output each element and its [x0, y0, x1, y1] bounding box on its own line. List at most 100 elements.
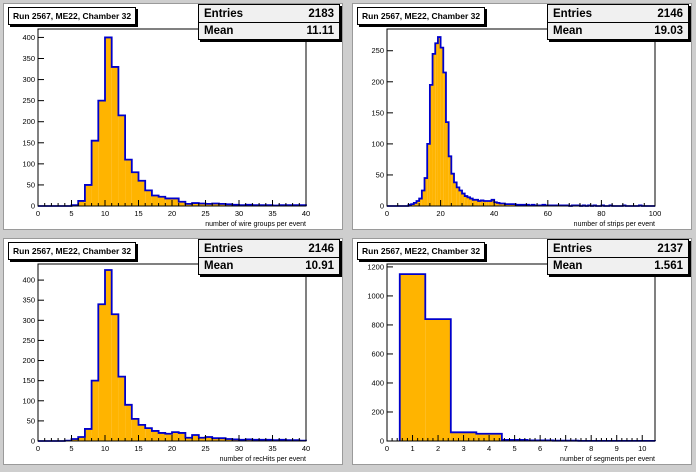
- histogram-bin: [416, 201, 420, 206]
- histogram-bin: [158, 432, 166, 441]
- y-tick-label: 100: [371, 139, 384, 148]
- histogram-bin: [84, 428, 92, 441]
- histogram-bin: [165, 433, 172, 441]
- x-axis-title: number of recHits per event: [220, 456, 306, 463]
- entries-label: Entries: [553, 8, 592, 20]
- y-tick-label: 300: [22, 75, 35, 84]
- histogram-bin: [118, 376, 126, 441]
- histogram-strips: 0 50 100 150 200 250 0 20 40 60 80 100 number of str…: [371, 28, 661, 228]
- x-tick-label: 7: [564, 444, 568, 453]
- histogram-bin: [111, 66, 119, 206]
- histogram-bin: [178, 432, 186, 441]
- x-tick-label: 60: [544, 209, 552, 218]
- plot-frame: [37, 263, 307, 442]
- histogram-bin: [165, 198, 172, 206]
- mean-value: 19.03: [654, 25, 683, 37]
- histogram-bin: [470, 198, 473, 206]
- bars: [71, 37, 306, 206]
- histogram-wire-groups: 0 50 100 150 200 250 300 350 400 0 5 10 15 20 25 30 35 40…: [22, 28, 310, 228]
- histogram-bin: [131, 418, 139, 441]
- x-tick-label: 0: [385, 209, 389, 218]
- x-tick-label: 15: [134, 209, 142, 218]
- histogram-pad-strips: 0 50 100 150 200 250 0 20 40 60 80 100 number of str…: [352, 3, 692, 230]
- x-tick-label: 30: [235, 444, 243, 453]
- y-tick-label: 200: [22, 117, 35, 126]
- plot-frame: [386, 28, 656, 207]
- histogram-pad-rechits: 0 50 100 150 200 250 300 350 400 0 5 10 15 20 25 30 35 40…: [3, 238, 343, 465]
- y-tick-label: 0: [31, 202, 35, 211]
- y-tick-label: 100: [22, 159, 35, 168]
- entries-label: Entries: [204, 243, 243, 255]
- x-tick-label: 40: [490, 209, 498, 218]
- mean-value: 10.91: [305, 260, 334, 272]
- histogram-bin: [464, 196, 468, 206]
- y-tick-label: 250: [22, 96, 35, 105]
- y-tick-label: 100: [22, 396, 35, 405]
- y-tick-label: 350: [22, 296, 35, 305]
- histogram-bin: [462, 193, 465, 206]
- x-tick-label: 0: [385, 444, 389, 453]
- pad-title: Run 2567, ME22, Chamber 32: [357, 7, 486, 25]
- histogram-bin: [424, 178, 428, 206]
- y-tick-label: 400: [22, 33, 35, 42]
- y-tick-label: 50: [27, 416, 35, 425]
- y-tick-label: 200: [371, 77, 384, 86]
- histogram-bin: [475, 199, 479, 206]
- histogram-bin: [494, 202, 497, 206]
- histogram-bin: [105, 270, 112, 441]
- histogram-bin: [443, 72, 446, 206]
- x-tick-label: 20: [436, 209, 444, 218]
- histogram-outline: [387, 36, 655, 207]
- histogram-bin: [138, 424, 146, 441]
- x-axis-title: number of strips per event: [574, 221, 655, 228]
- histogram-bin: [488, 201, 492, 206]
- x-tick-label: 4: [487, 444, 491, 453]
- histogram-bin: [198, 203, 206, 206]
- histogram-bin: [472, 199, 476, 206]
- histogram-bin: [432, 53, 436, 207]
- histogram-bin: [131, 172, 139, 206]
- histogram-bin: [218, 203, 226, 206]
- y-tick-label: 300: [22, 316, 35, 325]
- histogram-bin: [205, 203, 213, 206]
- histogram-bin: [491, 199, 495, 206]
- y-tick-label: 1000: [367, 291, 384, 300]
- histogram-bin: [502, 203, 505, 206]
- histogram-bin: [212, 438, 219, 441]
- histogram-bin: [178, 201, 186, 206]
- x-tick-label: 30: [235, 209, 243, 218]
- histogram-bin: [91, 140, 99, 206]
- histogram-bin: [212, 203, 219, 206]
- histogram-bin: [440, 47, 444, 207]
- histogram-bin: [459, 190, 463, 206]
- histogram-bin: [118, 115, 126, 206]
- stats-box: Entries 2137 Mean 1.561: [547, 239, 689, 275]
- x-tick-label: 25: [201, 444, 209, 453]
- entries-value: 2146: [308, 243, 334, 255]
- histogram-bin: [467, 197, 471, 206]
- histogram-bin: [192, 434, 199, 441]
- y-tick-label: 250: [371, 46, 384, 55]
- x-tick-label: 35: [268, 209, 276, 218]
- histogram-pad-wire-groups: 0 50 100 150 200 250 300 350 400 0 5 10 15 20 25 30 35 40…: [3, 3, 343, 230]
- histogram-bin: [151, 195, 159, 206]
- y-tick-label: 1200: [367, 262, 384, 271]
- histogram-bin: [172, 198, 179, 206]
- histogram-bin: [512, 204, 516, 206]
- x-tick-label: 10: [101, 444, 109, 453]
- histogram-bin: [437, 37, 441, 206]
- histogram-bin: [78, 436, 85, 441]
- x-tick-label: 35: [268, 444, 276, 453]
- mean-label: Mean: [553, 260, 583, 272]
- histogram-bin: [84, 184, 92, 206]
- histogram-bin: [98, 100, 105, 206]
- stats-box: Entries 2146 Mean 10.91: [198, 239, 340, 275]
- histogram-bin: [499, 203, 503, 206]
- histogram-bin: [111, 314, 119, 441]
- histogram-bin: [198, 437, 206, 441]
- y-tick-label: 250: [22, 336, 35, 345]
- y-tick-label: 200: [22, 356, 35, 365]
- histogram-bin: [504, 204, 508, 206]
- x-tick-label: 25: [201, 209, 209, 218]
- histogram-bin: [496, 202, 500, 206]
